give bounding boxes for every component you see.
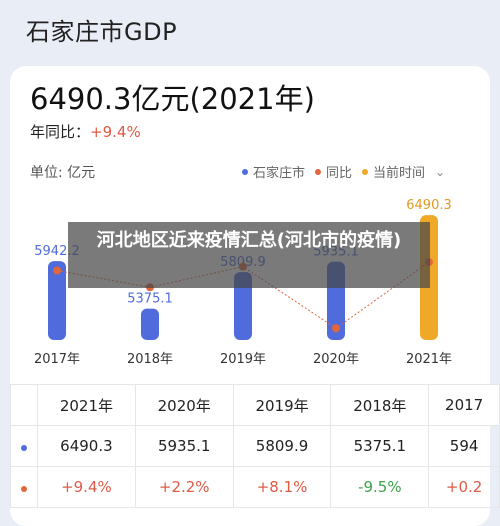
table-row: +9.4% +2.2% +8.1% -9.5% +0.2	[10, 466, 500, 508]
legend-label-series: 石家庄市	[253, 166, 306, 181]
table-header-cell: 2018年	[330, 384, 430, 426]
yoy-label: 年同比：	[30, 123, 91, 141]
watermark-overlay: 河北地区近来疫情汇总(河北市的疫情)	[68, 222, 430, 288]
table-cell: 6490.3	[37, 425, 136, 467]
row-marker	[10, 466, 38, 508]
table-cell: 5809.9	[232, 425, 332, 467]
bar	[141, 308, 159, 340]
yoy-value: +9.4%	[90, 123, 141, 141]
headline-value: 6490.3亿元(2021年)	[30, 82, 315, 116]
table-cell: 594	[428, 425, 500, 467]
legend-dot-yoy	[315, 168, 322, 175]
x-tick-label: 2018年	[127, 352, 173, 367]
legend-item-current[interactable]: 当前时间	[362, 162, 425, 181]
row-marker	[10, 425, 38, 467]
table-cell: +0.2	[428, 466, 500, 508]
chevron-down-icon[interactable]: ⌄	[435, 164, 446, 179]
table-header-cell: 2019年	[232, 384, 332, 426]
table-cell: +2.2%	[134, 466, 234, 508]
x-tick-label: 2021年	[406, 352, 452, 367]
row-marker-dot	[21, 486, 27, 492]
gdp-bar-chart: 5942.25375.15809.95935.16490.32017年2018年…	[34, 198, 452, 367]
table-header-cell: 2020年	[134, 384, 234, 426]
table-header-cell: 2021年	[37, 384, 136, 426]
legend-dot-current	[362, 168, 369, 175]
yoy-point	[53, 266, 61, 275]
x-tick-label: 2020年	[313, 352, 359, 367]
x-tick-label: 2019年	[220, 352, 266, 367]
table-header-row: 2021年 2020年 2019年 2018年 2017	[10, 384, 500, 426]
x-tick-label: 2017年	[34, 352, 80, 367]
yoy-row: 年同比：+9.4%	[30, 121, 141, 142]
table-header-cell: 2017	[428, 384, 500, 426]
bar	[234, 272, 252, 340]
legend-item-yoy[interactable]: 同比	[315, 162, 352, 181]
legend-item-series[interactable]: 石家庄市	[242, 162, 305, 181]
legend-label-yoy: 同比	[326, 166, 353, 181]
bar-value-label: 5375.1	[127, 292, 173, 307]
bar	[48, 261, 66, 340]
legend-dot-series	[242, 168, 248, 175]
table-row: 6490.3 5935.1 5809.9 5375.1 594	[10, 425, 500, 467]
table-header-lead	[10, 384, 38, 426]
yoy-point	[332, 324, 340, 333]
table-cell: -9.5%	[330, 466, 430, 508]
table-cell: 5375.1	[330, 425, 430, 467]
row-marker-dot	[21, 445, 27, 451]
table-cell: 5935.1	[134, 425, 234, 467]
table-cell: +8.1%	[232, 466, 332, 508]
bar-value-label: 6490.3	[406, 198, 452, 213]
unit-label: 单位: 亿元	[30, 165, 96, 181]
data-table: 2021年 2020年 2019年 2018年 2017 6490.3 5935…	[10, 384, 500, 508]
page-title: 石家庄市GDP	[26, 18, 178, 46]
table-cell: +9.4%	[37, 466, 136, 508]
legend[interactable]: 石家庄市 同比 当前时间 ⌄	[242, 162, 445, 181]
legend-label-current: 当前时间	[373, 166, 426, 181]
